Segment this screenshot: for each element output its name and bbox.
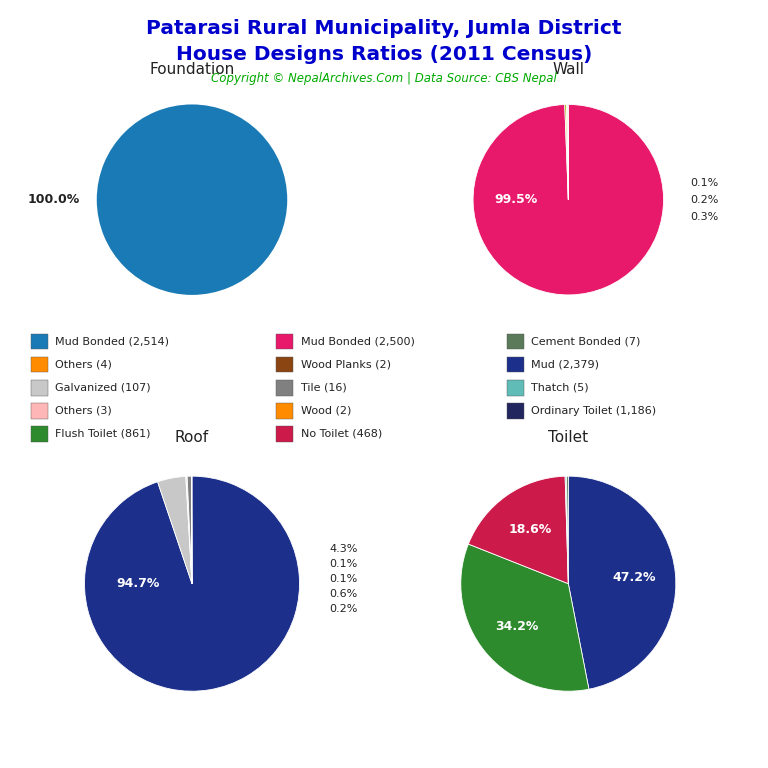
Wedge shape xyxy=(97,104,287,295)
Text: Mud Bonded (2,514): Mud Bonded (2,514) xyxy=(55,336,169,347)
Text: Wood (2): Wood (2) xyxy=(301,406,352,416)
Text: 18.6%: 18.6% xyxy=(508,522,551,535)
Text: Copyright © NepalArchives.Com | Data Source: CBS Nepal: Copyright © NepalArchives.Com | Data Sou… xyxy=(211,72,557,85)
Text: Flush Toilet (861): Flush Toilet (861) xyxy=(55,429,151,439)
Text: 47.2%: 47.2% xyxy=(613,571,657,584)
Wedge shape xyxy=(187,476,192,584)
Text: Thatch (5): Thatch (5) xyxy=(531,382,589,393)
Text: Mud (2,379): Mud (2,379) xyxy=(531,359,600,370)
Text: House Designs Ratios (2011 Census): House Designs Ratios (2011 Census) xyxy=(176,45,592,64)
Text: Ordinary Toilet (1,186): Ordinary Toilet (1,186) xyxy=(531,406,657,416)
Wedge shape xyxy=(564,104,568,200)
Text: 0.6%: 0.6% xyxy=(329,589,358,600)
Title: Toilet: Toilet xyxy=(548,430,588,445)
Text: 4.3%: 4.3% xyxy=(329,545,358,554)
Text: 100.0%: 100.0% xyxy=(28,194,80,206)
Text: Others (4): Others (4) xyxy=(55,359,112,370)
Text: 0.2%: 0.2% xyxy=(329,604,358,614)
Text: 0.1%: 0.1% xyxy=(690,177,719,187)
Text: No Toilet (468): No Toilet (468) xyxy=(301,429,382,439)
Text: 0.2%: 0.2% xyxy=(690,194,719,205)
Text: 34.2%: 34.2% xyxy=(495,620,538,633)
Wedge shape xyxy=(567,104,568,200)
Text: 0.1%: 0.1% xyxy=(329,559,358,569)
Text: Cement Bonded (7): Cement Bonded (7) xyxy=(531,336,641,347)
Text: 0.3%: 0.3% xyxy=(690,212,719,222)
Text: 94.7%: 94.7% xyxy=(117,578,160,590)
Text: Others (3): Others (3) xyxy=(55,406,112,416)
Wedge shape xyxy=(157,476,192,584)
Text: Patarasi Rural Municipality, Jumla District: Patarasi Rural Municipality, Jumla Distr… xyxy=(146,19,622,38)
Wedge shape xyxy=(461,544,589,691)
Text: Wood Planks (2): Wood Planks (2) xyxy=(301,359,391,370)
Wedge shape xyxy=(84,476,300,691)
Text: Tile (16): Tile (16) xyxy=(301,382,347,393)
Title: Wall: Wall xyxy=(552,61,584,77)
Text: 99.5%: 99.5% xyxy=(495,194,538,206)
Wedge shape xyxy=(473,104,664,295)
Wedge shape xyxy=(187,476,192,584)
Wedge shape xyxy=(568,476,676,689)
Title: Foundation: Foundation xyxy=(149,61,235,77)
Text: Galvanized (107): Galvanized (107) xyxy=(55,382,151,393)
Title: Roof: Roof xyxy=(175,430,209,445)
Text: Mud Bonded (2,500): Mud Bonded (2,500) xyxy=(301,336,415,347)
Wedge shape xyxy=(186,476,192,584)
Text: 0.1%: 0.1% xyxy=(329,574,358,584)
Wedge shape xyxy=(567,476,568,584)
Wedge shape xyxy=(565,476,568,584)
Wedge shape xyxy=(468,476,568,584)
